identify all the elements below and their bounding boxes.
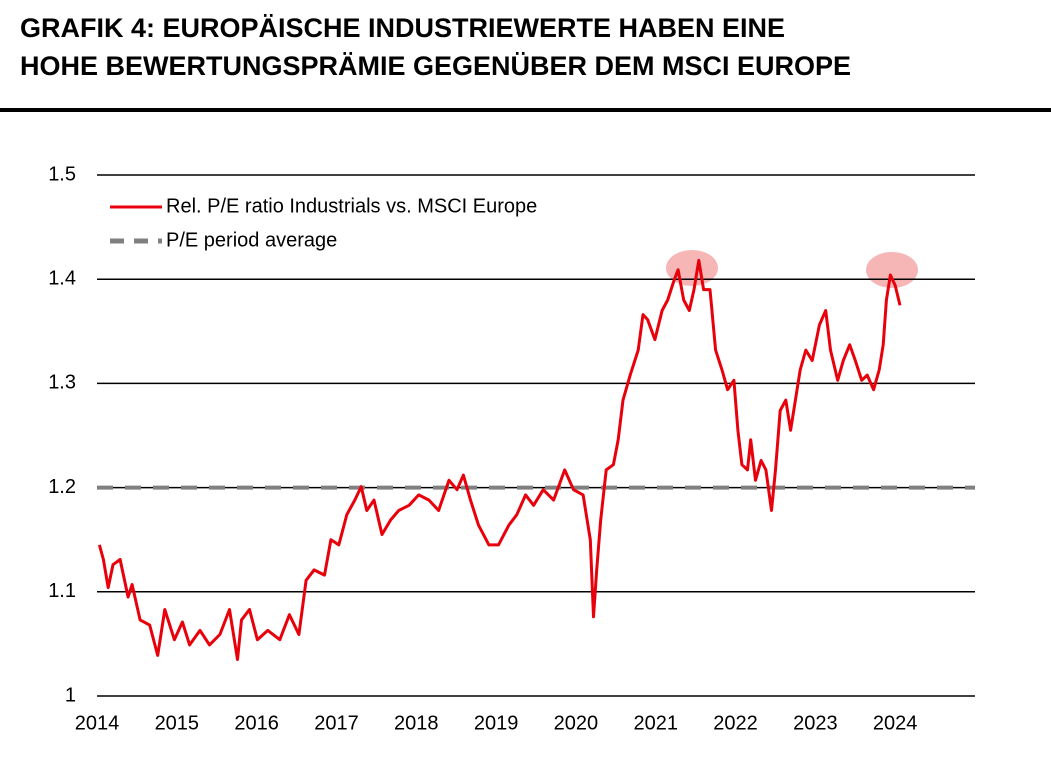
x-tick-label: 2018: [394, 712, 439, 734]
y-tick-label: 1.3: [48, 372, 76, 394]
y-tick-label: 1.5: [48, 163, 76, 185]
chart-title-line: HOHE BEWERTUNGSPRÄMIE GEGENÜBER DEM MSCI…: [20, 51, 851, 81]
x-tick-label: 2023: [793, 712, 838, 734]
legend-label: Rel. P/E ratio Industrials vs. MSCI Euro…: [166, 195, 537, 217]
x-tick-label: 2020: [554, 712, 599, 734]
x-tick-label: 2017: [314, 712, 359, 734]
y-tick-label: 1.2: [48, 476, 76, 498]
y-tick-label: 1.1: [48, 580, 76, 602]
y-tick-label: 1: [65, 684, 76, 706]
x-tick-label: 2019: [474, 712, 519, 734]
title-rule: [0, 108, 1051, 112]
legend-label: P/E period average: [166, 229, 337, 251]
highlight: [866, 252, 918, 288]
x-tick-label: 2014: [75, 712, 120, 734]
x-tick-label: 2021: [633, 712, 678, 734]
y-tick-label: 1.4: [48, 267, 76, 289]
x-tick-label: 2024: [873, 712, 918, 734]
series-line: [97, 258, 902, 661]
x-tick-label: 2016: [234, 712, 279, 734]
x-tick-label: 2022: [713, 712, 758, 734]
chart-title-line: GRAFIK 4: EUROPÄISCHE INDUSTRIEWERTE HAB…: [20, 13, 785, 43]
x-tick-label: 2015: [155, 712, 200, 734]
